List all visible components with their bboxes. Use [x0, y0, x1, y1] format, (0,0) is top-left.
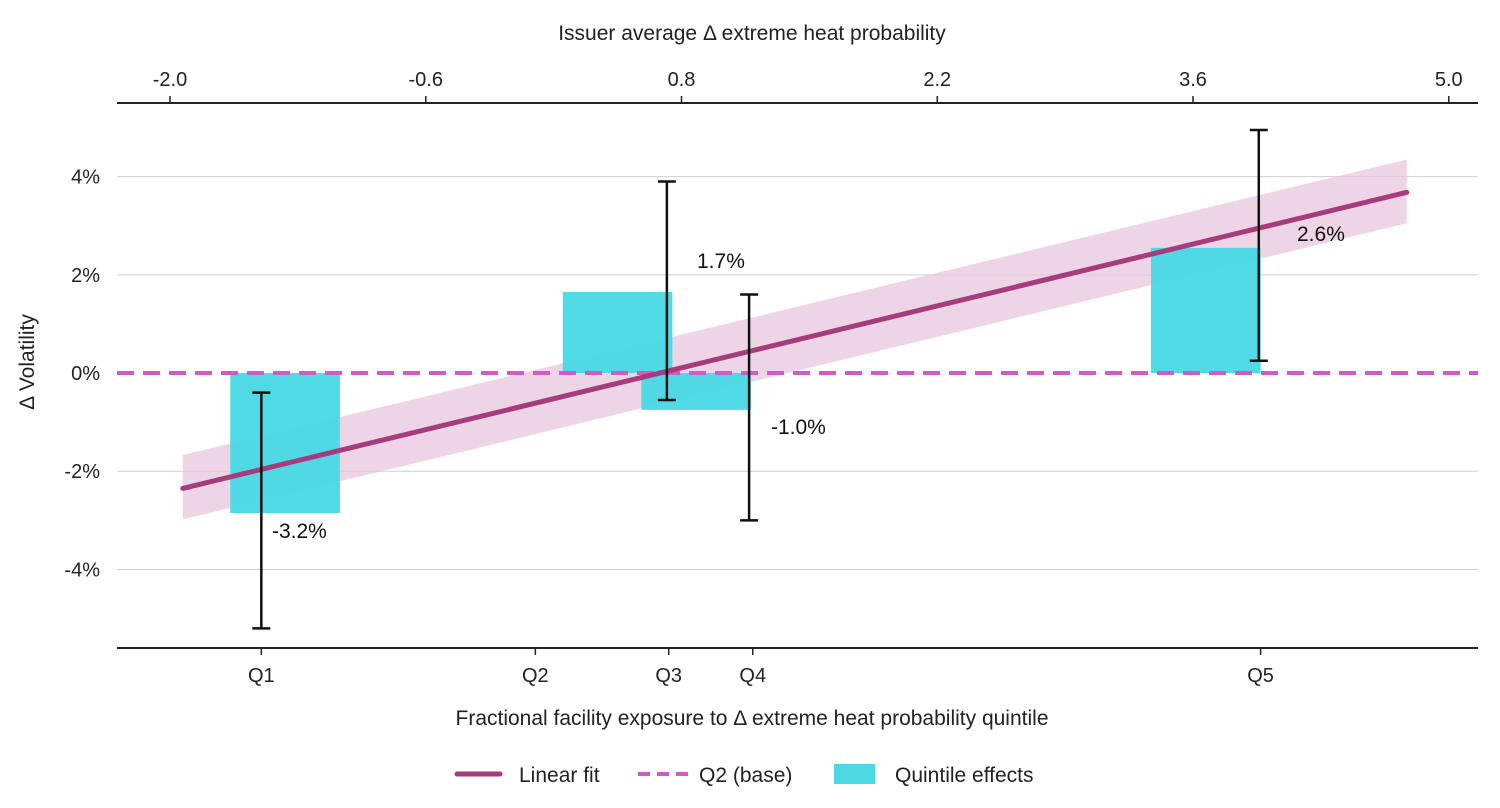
- x-tick-label-q1: Q1: [248, 665, 275, 687]
- x-tick-label-q4: Q4: [739, 665, 766, 687]
- y-tick-label: -2%: [64, 461, 100, 483]
- legend-quintile-swatch: [834, 764, 875, 784]
- error-bar-q3: [657, 180, 676, 402]
- y-tick-label: 0%: [71, 363, 100, 385]
- x-tick-label-q2: Q2: [522, 665, 549, 687]
- quintile-bar-q5: [1150, 247, 1261, 374]
- fit-group: [180, 189, 1410, 491]
- value-label-q1: -3.2%: [272, 520, 327, 543]
- y-axis-title: Δ Volatility: [16, 314, 39, 410]
- legend: Linear fit Q2 (base) Quintile effects: [454, 764, 1034, 787]
- y-tick-label: 2%: [71, 265, 100, 287]
- axes: 4% 2% 0% -2% -4% -2.0 -0.6 0.8 2.2 3.6 5.0 Q1 Q2 Q3 Q4…: [64, 69, 1478, 687]
- legend-linear-fit-label: Linear fit: [519, 764, 600, 787]
- y-tick-label: 4%: [71, 167, 100, 189]
- quintile-bar-q3: [562, 292, 673, 374]
- top-x-tick-label: -0.6: [409, 69, 443, 91]
- value-label-q5: 2.6%: [1297, 223, 1345, 246]
- top-x-tick-label: 2.2: [923, 69, 951, 91]
- error-bar-q4: [740, 293, 759, 522]
- top-x-axis-title: Issuer average Δ extreme heat probabilit…: [558, 22, 946, 45]
- error-bar-q1: [252, 391, 271, 630]
- quintile-bars: [230, 247, 1261, 513]
- top-x-tick-label: -2.0: [153, 69, 187, 91]
- linear-fit-line: [180, 189, 1410, 491]
- x-axis-title: Fractional facility exposure to Δ extrem…: [456, 707, 1049, 730]
- quintile-bar-q4: [641, 373, 751, 410]
- top-x-tick-label: 3.6: [1179, 69, 1207, 91]
- value-labels: -3.2% 1.7% -1.0% 2.6%: [272, 223, 1345, 543]
- top-x-tick-label: 0.8: [668, 69, 696, 91]
- x-tick-label-q5: Q5: [1247, 665, 1274, 687]
- quintile-bar-q1: [230, 373, 340, 513]
- legend-baseline-label: Q2 (base): [699, 764, 792, 787]
- top-x-tick-label: 5.0: [1435, 69, 1463, 91]
- value-label-q3: 1.7%: [697, 250, 745, 273]
- error-bars: [252, 128, 1268, 630]
- legend-quintile-label: Quintile effects: [895, 764, 1034, 787]
- error-bar-q5: [1249, 128, 1268, 363]
- y-tick-label: -4%: [64, 559, 100, 581]
- x-tick-label-q3: Q3: [655, 665, 682, 687]
- value-label-q4: -1.0%: [771, 416, 826, 439]
